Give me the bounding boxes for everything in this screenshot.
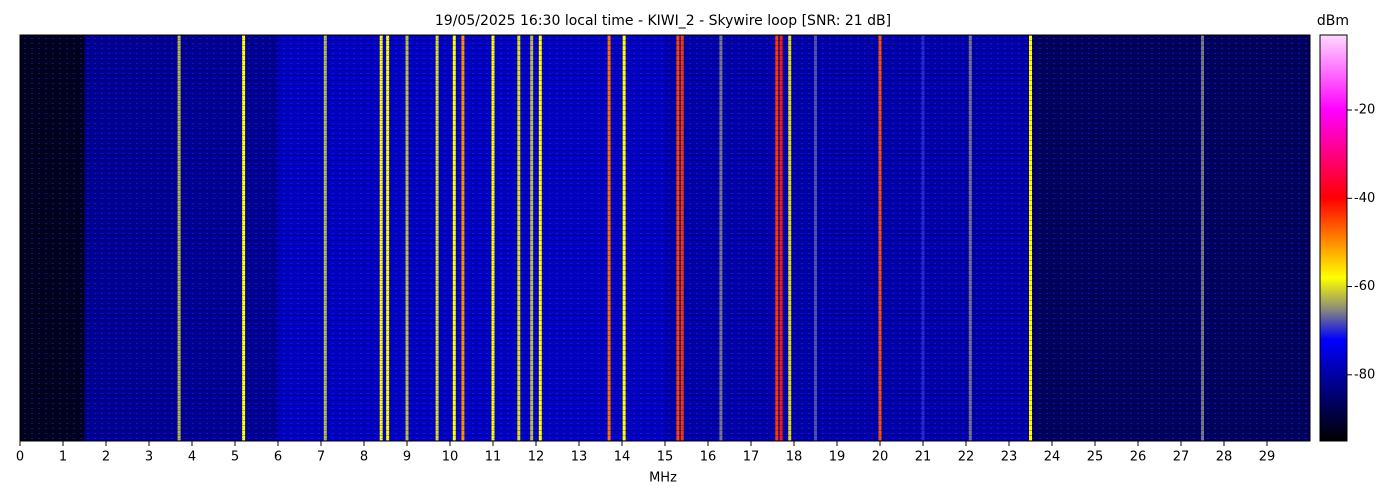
x-tick-label: 11 [485, 450, 502, 465]
x-tick-label: 0 [16, 450, 24, 465]
x-tick-label: 20 [872, 450, 889, 465]
x-tick-label: 19 [829, 450, 846, 465]
colorbar-tick-label: -60 [1354, 279, 1375, 294]
colorbar-label: dBm [1317, 13, 1349, 29]
x-tick-label: 5 [231, 450, 239, 465]
x-tick-label: 6 [274, 450, 282, 465]
colorbar-tick-label: -40 [1354, 191, 1375, 206]
x-tick-label: 15 [657, 450, 674, 465]
x-tick-label: 3 [145, 450, 153, 465]
x-axis-label: MHz [649, 471, 677, 486]
x-tick-label: 7 [317, 450, 325, 465]
x-tick-label: 8 [360, 450, 368, 465]
colorbar [1319, 34, 1348, 442]
x-tick-label: 29 [1259, 450, 1276, 465]
x-tick-label: 23 [1001, 450, 1018, 465]
x-tick-label: 13 [571, 450, 588, 465]
x-tick-label: 9 [403, 450, 411, 465]
x-tick-label: 18 [786, 450, 803, 465]
texture [20, 35, 1310, 441]
x-tick-label: 22 [958, 450, 975, 465]
x-tick-label: 24 [1044, 450, 1061, 465]
colorbar-tick-label: -20 [1354, 103, 1375, 118]
x-tick-label: 1 [59, 450, 67, 465]
x-tick-label: 21 [915, 450, 932, 465]
x-tick-label: 27 [1173, 450, 1190, 465]
x-tick-label: 26 [1130, 450, 1147, 465]
x-tick-label: 16 [700, 450, 717, 465]
x-tick-label: 25 [1087, 450, 1104, 465]
x-tick-label: 14 [614, 450, 631, 465]
x-tick-label: 17 [743, 450, 760, 465]
chart-title: 19/05/2025 16:30 local time - KIWI_2 - S… [435, 13, 891, 29]
x-tick-label: 4 [188, 450, 196, 465]
x-tick-label: 10 [442, 450, 459, 465]
x-tick-label: 12 [528, 450, 545, 465]
colorbar-tick-label: -80 [1354, 367, 1375, 382]
x-tick-label: 28 [1216, 450, 1233, 465]
x-tick-label: 2 [102, 450, 110, 465]
